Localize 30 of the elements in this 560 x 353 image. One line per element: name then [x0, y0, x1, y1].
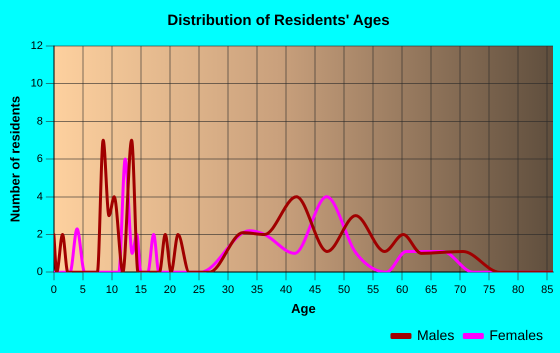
chart-title: Distribution of Residents' Ages [167, 12, 390, 30]
x-tick-label: 15 [134, 284, 148, 296]
x-tick-label: 50 [338, 284, 350, 296]
y-tick-label: 4 [36, 190, 43, 203]
legend-label: Females [489, 326, 544, 343]
x-tick-label: 45 [308, 284, 322, 296]
y-tick-label: 0 [36, 266, 43, 278]
y-tick-label: 6 [36, 153, 43, 166]
x-tick-label: 70 [454, 284, 466, 296]
x-tick-label: 80 [512, 284, 524, 296]
x-axis-title: Age [291, 300, 316, 316]
x-tick-label: 35 [250, 284, 264, 296]
x-tick-label: 20 [164, 284, 176, 296]
legend-label: Males [416, 326, 454, 343]
x-tick-label: 55 [366, 284, 380, 296]
y-tick-label: 8 [36, 115, 43, 128]
x-tick-label: 40 [280, 284, 292, 296]
y-tick-label: 10 [30, 78, 43, 90]
x-tick-label: 25 [192, 284, 206, 296]
x-tick-label: 85 [541, 284, 554, 296]
y-tick-label: 12 [30, 40, 43, 52]
x-tick-label: 60 [396, 284, 408, 296]
x-tick-label: 0 [50, 284, 57, 296]
y-axis-title: Number of residents [7, 96, 22, 222]
y-tick-label: 2 [36, 228, 43, 241]
x-tick-label: 30 [222, 284, 234, 296]
x-tick-label: 75 [483, 284, 496, 296]
x-tick-label: 10 [106, 284, 118, 296]
x-tick-label: 65 [424, 284, 438, 296]
x-tick-label: 5 [80, 284, 86, 296]
